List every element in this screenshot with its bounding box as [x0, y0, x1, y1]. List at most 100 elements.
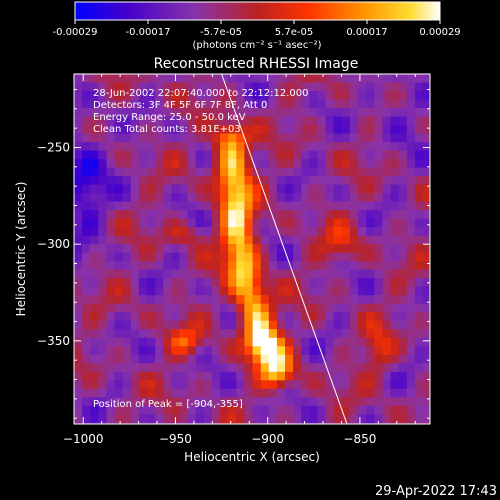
- heatmap-cell: [220, 218, 229, 228]
- heatmap-cell: [406, 82, 416, 92]
- heatmap-cell: [390, 193, 400, 203]
- heatmap-cell: [333, 227, 343, 237]
- heatmap-cell: [163, 235, 172, 245]
- heatmap-cell: [390, 312, 400, 322]
- heatmap-cell: [74, 312, 83, 322]
- heatmap-cell: [187, 278, 197, 288]
- heatmap-cell: [252, 414, 262, 424]
- heatmap-cell: [228, 312, 237, 322]
- heatmap-cell: [301, 235, 310, 245]
- heatmap-cell: [414, 371, 424, 381]
- heatmap-cell: [382, 303, 392, 313]
- heatmap-cell: [163, 388, 172, 398]
- heatmap-cell: [228, 108, 237, 118]
- heatmap-cell: [268, 269, 278, 279]
- heatmap-cell: [276, 252, 286, 262]
- heatmap-cell: [147, 218, 156, 228]
- heatmap-cell: [138, 201, 148, 211]
- heatmap-cell: [236, 346, 245, 356]
- heatmap-cell: [195, 133, 205, 143]
- heatmap-cell: [301, 337, 310, 347]
- heatmap-cell: [195, 142, 205, 152]
- heatmap-cell: [366, 397, 375, 407]
- heatmap-cell: [301, 210, 310, 220]
- heatmap-cell: [431, 346, 440, 355]
- heatmap-cell: [106, 397, 116, 407]
- heatmap-cell: [398, 99, 408, 109]
- heatmap-cell: [318, 431, 327, 440]
- heatmap-cell: [138, 422, 148, 424]
- heatmap-cell: [293, 261, 302, 271]
- heatmap-cell: [155, 397, 164, 407]
- heatmap-cell: [122, 167, 132, 177]
- heatmap-cell: [341, 99, 351, 109]
- heatmap-cell: [399, 431, 408, 440]
- heatmap-cell: [228, 142, 237, 152]
- heatmap-cell: [285, 261, 294, 271]
- heatmap-cell: [260, 312, 270, 322]
- heatmap-cell: [122, 278, 132, 288]
- heatmap-cell: [423, 116, 430, 126]
- heatmap-cell: [106, 167, 116, 177]
- heatmap-cell: [309, 286, 319, 296]
- heatmap-cell: [293, 371, 302, 381]
- heatmap-cell: [106, 218, 116, 228]
- heatmap-cell: [106, 380, 116, 390]
- heatmap-cell: [398, 150, 408, 160]
- heatmap-cell: [220, 150, 229, 160]
- heatmap-cell: [325, 167, 335, 177]
- heatmap-cell: [382, 405, 392, 415]
- heatmap-cell: [252, 312, 262, 322]
- heatmap-cell: [374, 227, 383, 237]
- heatmap-cell: [90, 397, 99, 407]
- heatmap-cell: [187, 193, 197, 203]
- heatmap-cell: [431, 431, 440, 440]
- heatmap-cell: [325, 159, 335, 169]
- heatmap-cell: [333, 99, 343, 109]
- heatmap-cell: [106, 337, 116, 347]
- heatmap-cell: [390, 108, 400, 118]
- heatmap-cell: [431, 389, 440, 398]
- heatmap-cell: [244, 108, 254, 118]
- heatmap-cell: [106, 422, 116, 424]
- heatmap-cell: [406, 150, 416, 160]
- heatmap-cell: [203, 252, 213, 262]
- heatmap-cell: [398, 303, 408, 313]
- heatmap-cell: [187, 337, 197, 347]
- heatmap-cell: [212, 397, 221, 407]
- heatmap-cell: [138, 244, 148, 254]
- heatmap-cell: [244, 303, 254, 313]
- heatmap-cell: [228, 244, 237, 254]
- heatmap-cell: [260, 286, 270, 296]
- heatmap-cell: [106, 354, 116, 364]
- heatmap-cell: [390, 176, 400, 186]
- heatmap-cell: [195, 269, 205, 279]
- heatmap-cell: [74, 414, 83, 424]
- heatmap-cell: [325, 312, 335, 322]
- heatmap-cell: [366, 142, 375, 152]
- heatmap-cell: [333, 312, 343, 322]
- heatmap-cell: [98, 167, 107, 177]
- heatmap-cell: [90, 167, 99, 177]
- heatmap-cell: [276, 159, 286, 169]
- heatmap-cell: [276, 422, 286, 424]
- heatmap-cell: [155, 269, 164, 279]
- heatmap-cell: [431, 83, 440, 92]
- heatmap-cell: [317, 176, 327, 186]
- heatmap-cell: [333, 278, 343, 288]
- heatmap-cell: [130, 354, 140, 364]
- heatmap-cell: [212, 108, 221, 118]
- heatmap-cell: [155, 346, 164, 356]
- heatmap-cell: [252, 320, 262, 330]
- heatmap-cell: [406, 269, 416, 279]
- heatmap-cell: [341, 329, 351, 339]
- heatmap-cell: [325, 252, 335, 262]
- heatmap-cell: [431, 406, 440, 415]
- heatmap-cell: [406, 133, 416, 143]
- heatmap-cell: [358, 218, 367, 228]
- heatmap-cell: [163, 150, 172, 160]
- heatmap-cell: [333, 405, 343, 415]
- heatmap-cell: [179, 329, 189, 339]
- heatmap-cell: [309, 218, 319, 228]
- heatmap-cell: [106, 329, 116, 339]
